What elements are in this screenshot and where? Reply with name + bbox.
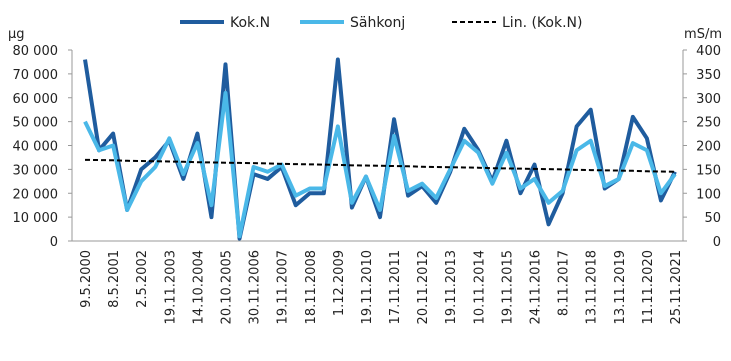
legend: Kok.N Sähkonj Lin. (Kok.N) (180, 15, 582, 31)
y2-tick-label: 100 (696, 187, 721, 202)
legend-label: Lin. (Kok.N) (502, 15, 582, 31)
x-tick-label: 10.11.2014 (472, 250, 487, 324)
x-tick-label: 8.5.2001 (107, 250, 122, 308)
y2-tick-label: 400 (696, 44, 721, 59)
x-tick-label: 19.11.2003 (163, 250, 178, 324)
x-tick-label: 14.10.2004 (191, 250, 206, 324)
y2-tick-label: 0 (713, 235, 721, 250)
x-tick-label: 30.11.2006 (248, 250, 263, 324)
x-tick-label: 19.11.2013 (444, 250, 459, 324)
y2-tick-label: 50 (704, 211, 721, 226)
y-tick-label: 60 000 (13, 92, 59, 107)
series-line (83, 90, 677, 239)
x-tick-label: 8.11.2017 (557, 250, 572, 316)
x-tick-label: 18.11.2008 (304, 250, 319, 324)
y-tick-label: 10 000 (13, 211, 59, 226)
y-tick-label: 30 000 (13, 163, 59, 178)
x-tick-label: 24.11.2016 (529, 250, 544, 324)
x-tick-label: 19.11.2015 (500, 250, 515, 324)
y2-tick-label: 150 (696, 163, 721, 178)
series-line (85, 158, 675, 173)
x-tick-label: 2.5.2002 (135, 250, 150, 308)
y-tick-label: 70 000 (13, 68, 59, 83)
x-tick-label: 17.11.2011 (388, 250, 403, 324)
y2-tick-label: 350 (696, 68, 721, 83)
y2-tick-label: 200 (696, 140, 721, 155)
y-tick-label: 0 (50, 235, 58, 250)
y-axis-unit: µg (8, 27, 25, 42)
y2-axis-unit: mS/m (684, 27, 722, 42)
x-tick-label: 19.11.2007 (276, 250, 291, 324)
legend-label: Kok.N (230, 15, 270, 31)
y-tick-label: 40 000 (13, 140, 59, 155)
series-line (83, 57, 677, 241)
y-tick-label: 50 000 (13, 116, 59, 131)
legend-label: Sähkonj (350, 15, 405, 31)
y2-tick-label: 250 (696, 116, 721, 131)
y-tick-label: 20 000 (13, 187, 59, 202)
x-tick-label: 20.10.2005 (219, 250, 234, 324)
x-tick-label: 20.11.2012 (416, 250, 431, 324)
x-tick-label: 13.11.2019 (613, 250, 628, 324)
x-tick-label: 13.11.2018 (585, 250, 600, 324)
x-tick-label: 9.5.2000 (79, 250, 94, 308)
y2-tick-label: 300 (696, 92, 721, 107)
x-tick-label: 11.11.2020 (641, 250, 656, 324)
x-tick-label: 25.11.2021 (669, 250, 684, 324)
y-tick-label: 80 000 (13, 44, 59, 59)
x-tick-label: 1.12.2009 (332, 250, 347, 316)
x-tick-label: 19.11.2010 (360, 250, 375, 324)
